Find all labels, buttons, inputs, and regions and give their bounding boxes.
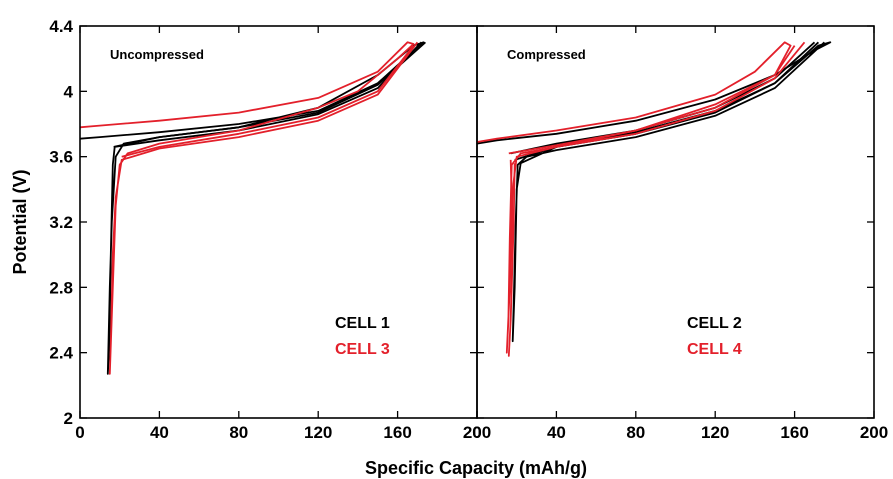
x-tick-label: 160	[383, 423, 411, 442]
x-tick-label: 40	[547, 423, 566, 442]
legend-label: CELL 3	[335, 341, 390, 358]
x-tick-label: 120	[701, 423, 729, 442]
y-tick-label: 2	[64, 409, 73, 428]
series-line-1-0	[476, 41, 832, 343]
series-line-1-5	[507, 159, 516, 357]
series-line-0-3	[121, 45, 415, 158]
y-tick-label: 2.4	[49, 344, 73, 363]
x-tick-label: 200	[860, 423, 888, 442]
y-tick-label: 2.8	[49, 278, 73, 297]
x-tick-label: 0	[75, 423, 84, 442]
x-tick-label: 0	[472, 423, 481, 442]
x-tick-label: 80	[626, 423, 645, 442]
y-tick-label: 3.2	[49, 213, 73, 232]
plot-frame	[79, 25, 478, 419]
plot-frame	[476, 25, 875, 419]
y-tick-label: 3.6	[49, 148, 73, 167]
legend-label: CELL 2	[687, 315, 742, 332]
x-tick-label: 200	[463, 423, 491, 442]
x-tick-label: 120	[304, 423, 332, 442]
series-line-1-4	[508, 45, 796, 155]
series-line-1-3	[476, 41, 806, 354]
panel-title: Compressed	[507, 47, 586, 62]
legend-label: CELL 4	[687, 341, 742, 358]
series-line-0-0	[79, 41, 425, 375]
y-axis-title: Potential (V)	[10, 169, 30, 274]
legend-label: CELL 1	[335, 315, 390, 332]
panel-compressed: 0 40 80 120 160 200 Compressed CELL 2 CELL 4	[472, 25, 888, 442]
x-tick-label: 40	[150, 423, 169, 442]
panel-uncompressed: 0 40 80 120 160 200 2 2.4 2.8 3.2 3.6 4 4.4 Uncompres…	[49, 17, 491, 442]
y-tick-label: 4.4	[49, 17, 73, 36]
y-tick-label: 4	[64, 82, 74, 101]
x-tick-label: 80	[229, 423, 248, 442]
x-axis-title: Specific Capacity (mAh/g)	[365, 458, 587, 478]
x-tick-label: 160	[780, 423, 808, 442]
series-line-0-2	[79, 41, 419, 375]
panel-title: Uncompressed	[110, 47, 204, 62]
